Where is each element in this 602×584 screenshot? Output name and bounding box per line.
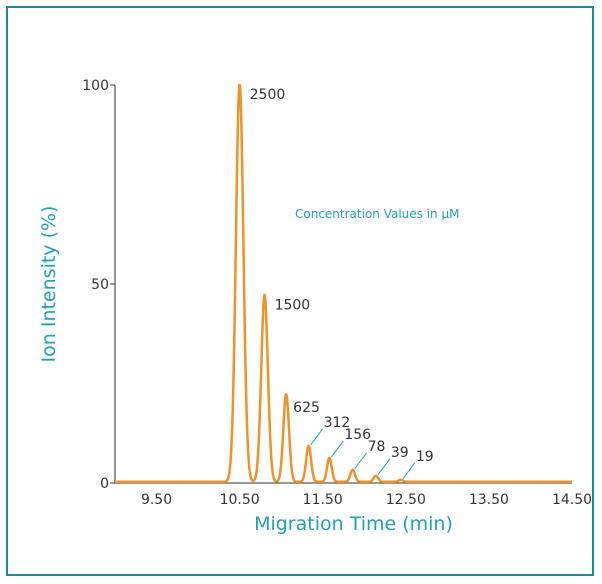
peak-label: 39 bbox=[391, 445, 409, 461]
concentration-annotation: Concentration Values in µM bbox=[295, 207, 459, 221]
peak-label: 156 bbox=[344, 427, 371, 443]
leader-line bbox=[402, 462, 416, 480]
peak-label: 625 bbox=[293, 400, 320, 416]
leader-line bbox=[377, 458, 391, 476]
x-tick-label: 9.50 bbox=[141, 492, 172, 508]
x-tick-label: 13.50 bbox=[469, 492, 509, 508]
y-tick-label: 0 bbox=[100, 476, 109, 492]
x-tick-label: 11.50 bbox=[303, 492, 343, 508]
y-tick-label: 50 bbox=[91, 277, 109, 293]
x-tick-labels: 9.50 10.50 11.50 12.50 13.50 14.50 bbox=[141, 492, 592, 508]
peak-label: 78 bbox=[368, 439, 386, 455]
y-tick-label: 100 bbox=[82, 78, 109, 94]
leader-line bbox=[330, 440, 344, 458]
x-tick-label: 12.50 bbox=[386, 492, 426, 508]
ion-intensity-trace bbox=[114, 83, 573, 484]
leader-line bbox=[310, 428, 324, 446]
y-axis-label: Ion Intensity (%) bbox=[38, 206, 60, 363]
leader-lines bbox=[310, 428, 416, 480]
x-tick-label: 10.50 bbox=[220, 492, 260, 508]
peak-label: 19 bbox=[416, 449, 434, 465]
peak-label: 1500 bbox=[275, 298, 311, 314]
x-axis-label: Migration Time (min) bbox=[254, 513, 453, 535]
leader-line bbox=[354, 452, 368, 470]
peak-label: 312 bbox=[324, 415, 351, 431]
y-tick-labels: 0 50 100 bbox=[82, 78, 115, 492]
peak-label: 2500 bbox=[250, 87, 286, 103]
x-tick-label: 14.50 bbox=[552, 492, 592, 508]
